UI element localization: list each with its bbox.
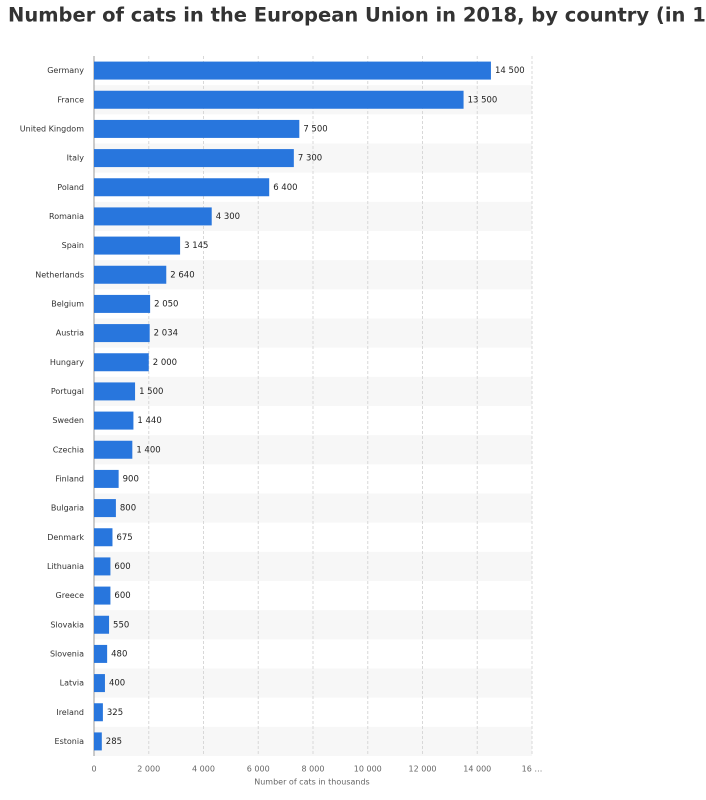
bar [94,674,105,693]
data-label: 1 500 [139,387,163,397]
y-tick-label: Austria [56,329,84,338]
chart-title: Number of cats in the European Union in … [8,4,706,27]
y-tick-label: Finland [55,474,84,483]
y-tick-label: Italy [67,154,85,163]
bar [94,440,133,459]
bar [94,703,103,722]
bar [94,499,116,518]
data-label: 2 000 [153,358,177,368]
x-tick-label: 0 [91,765,96,774]
bar [94,557,111,576]
bar [94,294,151,313]
row-stripe [94,260,532,290]
data-label: 2 640 [170,270,194,280]
bar [94,586,111,605]
data-label: 600 [114,562,130,572]
y-tick-label: Netherlands [35,270,84,279]
data-label: 600 [114,591,130,601]
bar [94,236,181,255]
y-tick-label: Czechia [53,445,84,454]
y-tick-label: Estonia [55,737,85,746]
y-tick-label: Slovenia [50,649,84,658]
data-label: 2 050 [154,299,178,309]
data-label: 2 034 [154,329,178,339]
bar [94,469,119,488]
y-tick-label: Latvia [60,679,84,688]
x-tick-label: 4 000 [192,765,215,774]
y-tick-label: Denmark [47,533,84,542]
data-label: 4 300 [216,212,240,222]
data-label: 7 500 [303,124,327,134]
row-stripe [94,610,532,640]
x-tick-label: 16 … [522,765,543,774]
bar [94,382,136,401]
data-label: 900 [123,474,139,484]
x-axis-label: Number of cats in thousands [254,778,369,787]
y-tick-label: Romania [49,212,84,221]
y-tick-label: Germany [47,66,84,75]
data-label: 14 500 [495,66,525,76]
data-label: 7 300 [298,154,322,164]
bar [94,207,212,226]
data-label: 800 [120,504,136,514]
bar [94,411,134,430]
bar [94,149,294,168]
y-tick-label: Slovakia [50,620,84,629]
bar [94,324,150,343]
x-tick-label: 10 000 [354,765,382,774]
y-tick-label: Greece [56,591,85,600]
x-tick-label: 8 000 [302,765,325,774]
data-label: 675 [116,533,132,543]
data-label: 1 440 [137,416,161,426]
data-label: 13 500 [468,95,498,105]
y-tick-label: Portugal [51,387,84,396]
y-tick-label: Poland [57,183,84,192]
data-label: 325 [107,708,123,718]
x-tick-label: 6 000 [247,765,270,774]
y-tick-label: France [57,95,84,104]
data-label: 400 [109,679,125,689]
x-tick-label: 14 000 [463,765,491,774]
x-tick-label: 12 000 [409,765,437,774]
y-tick-label: Hungary [50,358,84,367]
bar [94,644,108,663]
y-tick-label: Ireland [56,708,84,717]
y-tick-label: Lithuania [47,562,84,571]
bar [94,90,464,109]
data-label: 6 400 [273,183,297,193]
x-tick-label: 2 000 [137,765,160,774]
y-tick-label: Sweden [52,416,84,425]
y-tick-label: Bulgaria [51,504,84,513]
data-label: 480 [111,649,127,659]
data-label: 3 145 [184,241,208,251]
bar [94,732,102,751]
bar [94,61,491,80]
bar [94,353,149,372]
y-tick-label: United Kingdom [20,124,84,133]
data-label: 285 [106,737,122,747]
y-tick-label: Spain [62,241,84,250]
bar [94,265,167,284]
data-label: 550 [113,620,129,630]
bar [94,615,110,634]
bar [94,178,270,197]
bar [94,119,300,138]
bar [94,528,113,547]
data-label: 1 400 [136,445,160,455]
y-tick-label: Belgium [51,299,84,308]
row-stripe [94,435,532,465]
